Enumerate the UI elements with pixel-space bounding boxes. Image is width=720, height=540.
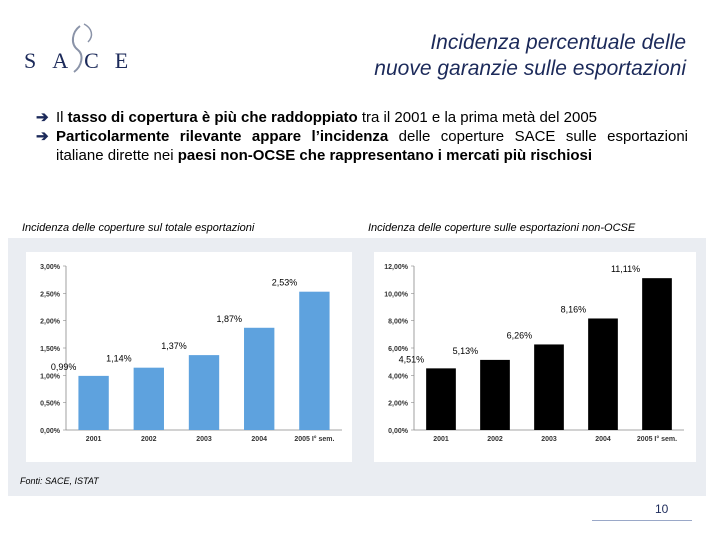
data-label: 1,14%	[106, 354, 132, 364]
x-tick-label: 2005 I° sem.	[637, 435, 677, 443]
data-label: 6,26%	[507, 330, 533, 340]
x-tick-label: 2001	[433, 436, 449, 443]
chart-right-caption: Incidenza delle coperture sulle esportaz…	[368, 222, 636, 234]
y-tick-label: 3,00%	[40, 264, 61, 271]
source-note: Fonti: SACE, ISTAT	[20, 476, 99, 486]
data-label: 2,53%	[272, 278, 298, 288]
page-number: 10	[655, 502, 669, 516]
x-tick-label: 2001	[86, 436, 102, 443]
data-label: 0,99%	[51, 362, 77, 372]
sace-logo: SACE	[22, 22, 142, 78]
chart-left: 0,00% 0,50% 1,00% 1,50% 2,00% 2,50% 3,00% 0,99%…	[26, 252, 352, 462]
x-tick-label: 2002	[487, 436, 503, 443]
logo-text: SACE	[24, 48, 142, 73]
chart-left-caption: Incidenza delle coperture sul totale esp…	[22, 222, 255, 234]
title-line-1: Incidenza percentuale delle	[430, 31, 686, 54]
x-tick-label: 2005 I° sem.	[294, 435, 334, 443]
data-label: 8,16%	[561, 304, 587, 314]
y-tick-label: 0,00%	[40, 428, 61, 435]
arrow-right-icon: ➔	[36, 109, 49, 126]
chart-right-svg: 0,00% 2,00% 4,00% 6,00% 8,00% 10,00% 12,00% 4,5…	[384, 264, 684, 443]
bar	[244, 327, 275, 430]
data-label: 1,87%	[216, 314, 242, 324]
y-tick-label: 2,00%	[40, 319, 61, 326]
data-label: 5,13%	[453, 346, 479, 356]
y-tick-label: 6,00%	[388, 346, 409, 353]
chart-right: 0,00% 2,00% 4,00% 6,00% 8,00% 10,00% 12,00% 4,5…	[374, 252, 696, 462]
data-label: 1,37%	[161, 341, 187, 351]
x-tick-label: 2003	[541, 436, 557, 443]
data-label: 4,51%	[399, 354, 425, 364]
x-tick-label: 2004	[595, 436, 611, 443]
x-tick-label: 2002	[141, 436, 157, 443]
bar	[642, 278, 672, 430]
bullet-2: ➔ Particolarmente rilevante appare l’inc…	[36, 128, 688, 164]
page-title: Incidenza percentuale delle nuove garanz…	[266, 30, 686, 82]
bar	[133, 367, 164, 430]
arrow-right-icon: ➔	[36, 128, 49, 145]
bar	[299, 291, 330, 430]
y-tick-label: 12,00%	[384, 264, 409, 271]
y-tick-label: 2,00%	[388, 401, 409, 408]
bar	[188, 355, 220, 430]
chart-left-svg: 0,00% 0,50% 1,00% 1,50% 2,00% 2,50% 3,00% 0,99%…	[40, 264, 342, 443]
y-tick-label: 0,50%	[40, 401, 61, 408]
y-tick-label: 4,00%	[388, 373, 409, 380]
y-tick-label: 8,00%	[388, 319, 409, 326]
x-tick-label: 2004	[251, 436, 267, 443]
bar	[588, 318, 618, 430]
title-line-2: nuove garanzie sulle esportazioni	[374, 57, 686, 80]
bullet-1: ➔ Il tasso di copertura è più che raddop…	[36, 109, 598, 126]
bar	[78, 375, 109, 430]
y-tick-label: 1,50%	[40, 346, 61, 353]
bar	[534, 344, 564, 430]
bar	[426, 368, 456, 430]
page-number-rule	[592, 520, 692, 521]
x-tick-label: 2003	[196, 436, 212, 443]
data-label: 11,11%	[611, 264, 640, 274]
bar	[480, 359, 510, 430]
y-tick-label: 10,00%	[384, 291, 409, 298]
y-tick-label: 0,00%	[388, 428, 409, 435]
bullet-list: ➔ Il tasso di copertura è più che raddop…	[36, 108, 688, 165]
y-tick-label: 1,00%	[40, 373, 61, 380]
y-tick-label: 2,50%	[40, 291, 61, 298]
